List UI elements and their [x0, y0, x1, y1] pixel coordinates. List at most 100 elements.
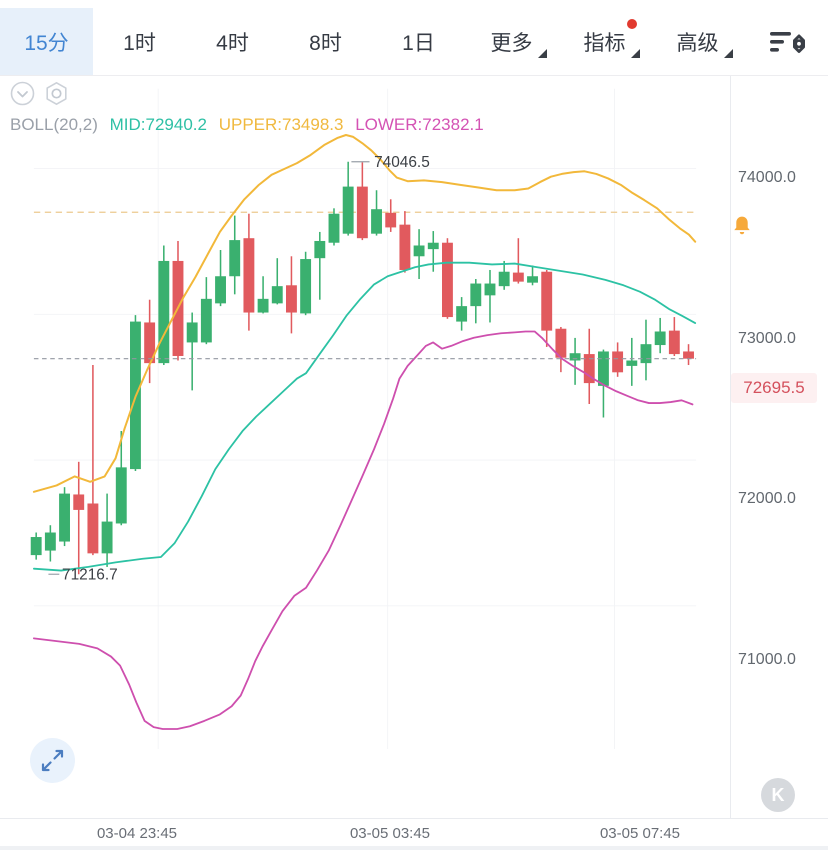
candle-body [441, 242, 453, 318]
expand-arrows-icon [41, 749, 64, 772]
candle-body [626, 360, 638, 366]
candle-body [683, 351, 694, 359]
chevron-down-icon [723, 48, 733, 58]
tab-advanced-label: 高级 [677, 27, 733, 58]
candle-body [44, 532, 56, 551]
candle-body [101, 521, 113, 554]
candle-body [286, 285, 297, 313]
candle-body [612, 351, 624, 373]
footer-strip [0, 846, 828, 850]
candle-body [200, 298, 212, 343]
candle-body [300, 259, 312, 314]
candle-body [569, 353, 581, 361]
tab-indicators[interactable]: 指标 [558, 8, 651, 75]
boll-upper-line [32, 133, 697, 493]
candle-body [342, 186, 354, 234]
price-tick-label: 71000.0 [738, 651, 796, 669]
tab-advanced[interactable]: 高级 [651, 8, 744, 75]
last-price-badge[interactable]: 72695.5 [731, 372, 817, 403]
time-tick-label: 03-05 03:45 [349, 825, 431, 842]
candle-body [243, 238, 255, 313]
timeframe-tabbar: 15分 1时 4时 8时 1日 更多 指标 高级 [0, 8, 828, 76]
candle-body [144, 322, 156, 364]
candle-body [30, 537, 42, 556]
notification-dot [626, 18, 637, 29]
price-axis[interactable]: 74000.0 73000.0 72000.0 71000.0 72695.5 [731, 76, 828, 818]
boll-lower-line [33, 330, 694, 730]
candle-body [87, 503, 99, 554]
candle-body [356, 186, 368, 239]
tab-1h-label: 1时 [123, 31, 156, 55]
candle-body [229, 240, 241, 277]
snapshot-hexagon-icon[interactable] [44, 81, 69, 106]
candle-body [59, 493, 70, 542]
candle-body [115, 467, 127, 524]
candle-body [271, 286, 283, 304]
candle-body [456, 306, 468, 322]
candle-body [371, 209, 382, 234]
low-price-label: 71216.7 [62, 567, 118, 584]
candle-body [257, 298, 269, 313]
indicator-readout: BOLL(20,2) MID:72940.2 UPPER:73498.3 LOW… [10, 115, 491, 135]
candle-body [484, 283, 496, 296]
time-tick-label: 03-05 07:45 [599, 825, 681, 842]
candle-body [583, 354, 595, 384]
tab-4h[interactable]: 4时 [186, 8, 279, 75]
candle-body [654, 331, 666, 346]
candle-body [314, 240, 326, 259]
chevron-down-icon [537, 48, 547, 58]
candle-body [512, 272, 524, 282]
boll-upper-value: UPPER:73498.3 [218, 115, 344, 134]
boll-mid-value: MID:72940.2 [109, 115, 207, 134]
tab-1h[interactable]: 1时 [93, 8, 186, 75]
tab-8h[interactable]: 8时 [279, 8, 372, 75]
y-axis-line [730, 76, 731, 819]
tab-indicators-label: 指标 [584, 18, 640, 58]
tab-4h-label: 4时 [216, 31, 249, 55]
chart-mini-toolbar [10, 81, 69, 106]
candle-body [498, 271, 510, 287]
candle-body [597, 351, 609, 386]
candle-body [158, 260, 170, 364]
candle-body [527, 276, 538, 283]
tab-1d[interactable]: 1日 [372, 8, 465, 75]
collapse-chevron-icon[interactable] [10, 81, 35, 106]
price-chart[interactable]: 74046.5 71216.7 [0, 76, 730, 818]
fullscreen-button[interactable] [30, 738, 75, 783]
price-tick-label: 73000.0 [738, 329, 796, 347]
tab-15min[interactable]: 15分 [0, 8, 93, 75]
candle-body [215, 276, 226, 304]
indicator-settings-button[interactable] [744, 8, 828, 75]
candle-body [640, 344, 652, 364]
time-tick-label: 03-04 23:45 [96, 825, 178, 842]
candle-body [427, 242, 439, 250]
watermark-badge: K [761, 778, 795, 812]
list-settings-icon [770, 31, 805, 53]
candle-body [541, 271, 553, 331]
boll-lower-value: LOWER:72382.1 [355, 115, 484, 134]
x-axis-line [0, 818, 828, 819]
candle-body [668, 330, 680, 355]
boll-mid-line [33, 261, 697, 572]
candle-body [555, 328, 567, 358]
candle-body [186, 322, 198, 343]
time-axis[interactable]: 03-04 23:45 03-05 03:45 03-05 07:45 [0, 819, 828, 846]
tab-15min-label: 15分 [24, 31, 69, 55]
tab-more-label: 更多 [491, 27, 547, 58]
candle-body [328, 213, 340, 243]
boll-label: BOLL(20,2) [10, 115, 98, 134]
chevron-down-icon [630, 48, 640, 58]
price-tick-label: 72000.0 [738, 490, 796, 508]
candle-body [385, 212, 397, 228]
price-tick-label: 74000.0 [738, 169, 796, 186]
candle-body [413, 245, 425, 257]
high-price-label: 74046.5 [374, 154, 430, 171]
tab-8h-label: 8时 [309, 31, 342, 55]
tab-more[interactable]: 更多 [465, 8, 558, 75]
price-alert-bell-icon[interactable] [731, 215, 753, 242]
tab-1d-label: 1日 [402, 31, 435, 55]
candle-body [73, 494, 85, 510]
candle-body [470, 283, 482, 307]
candle-body [399, 224, 411, 270]
